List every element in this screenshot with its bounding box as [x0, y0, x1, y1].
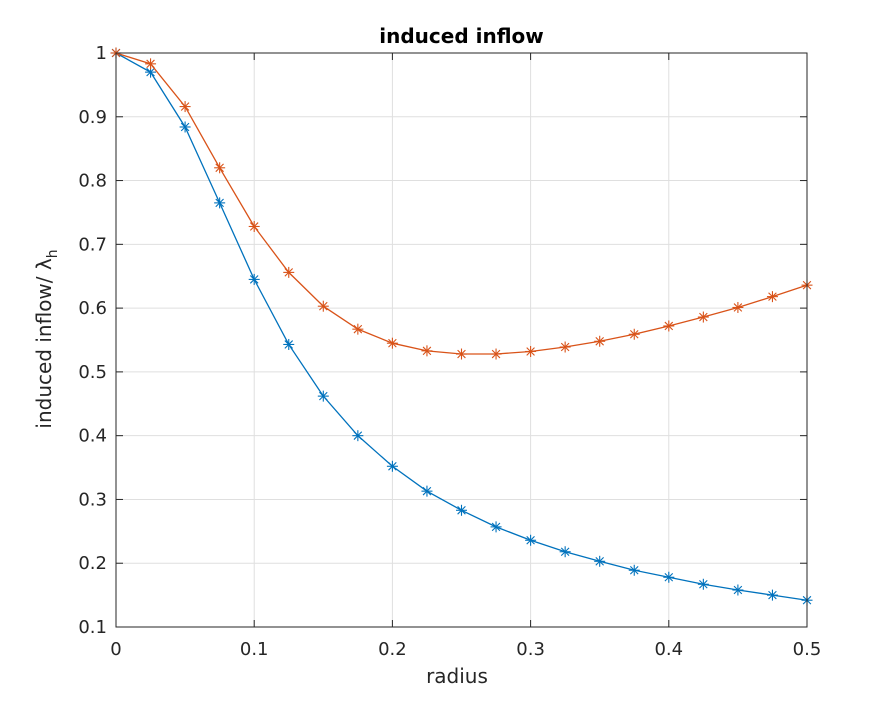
y-tick-label: 0.7 — [78, 234, 107, 255]
x-tick-label: 0.1 — [240, 639, 269, 660]
x-tick-label: 0.3 — [516, 639, 545, 660]
y-axis-label-symbol: λ — [32, 258, 56, 270]
data-point — [386, 460, 398, 472]
data-point — [456, 504, 467, 516]
data-point — [317, 300, 329, 312]
y-tick-label: 0.9 — [78, 107, 107, 128]
data-point — [766, 589, 778, 601]
x-tick-label: 0.2 — [378, 639, 407, 660]
y-axis-label-subscript: h — [45, 249, 61, 258]
data-point — [490, 521, 502, 533]
data-point — [594, 555, 606, 567]
data-point — [283, 266, 295, 278]
y-tick-label: 0.1 — [78, 617, 107, 638]
data-point — [456, 348, 467, 360]
data-point — [525, 534, 537, 546]
data-point — [628, 564, 640, 576]
data-point — [663, 320, 675, 332]
data-point — [766, 291, 778, 303]
x-tick-label: 0.4 — [654, 639, 683, 660]
tick-marks — [115, 52, 808, 628]
data-point — [317, 390, 329, 402]
x-tick-labels: 0 0.1 0.2 0.3 0.4 0.5 — [110, 639, 821, 660]
y-tick-label: 0.5 — [78, 362, 107, 383]
plot-box — [115, 52, 808, 628]
data-point — [697, 578, 709, 590]
chart-title: induced inflow — [379, 24, 543, 48]
y-tick-label: 0.3 — [78, 489, 107, 510]
x-tick-label: 0.5 — [793, 639, 822, 660]
data-point — [179, 101, 191, 113]
y-axis-label: induced inflow/ λh — [32, 249, 61, 428]
y-tick-label: 0.2 — [78, 553, 107, 574]
y-tick-label: 0.8 — [78, 171, 107, 192]
data-point — [559, 341, 571, 353]
data-point — [248, 273, 260, 285]
data-point — [179, 121, 191, 133]
plot-area — [116, 53, 807, 627]
data-point — [732, 584, 744, 596]
data-point — [352, 430, 364, 442]
data-point — [214, 162, 226, 174]
data-point — [248, 220, 260, 232]
data-point — [421, 345, 433, 357]
data-point — [145, 58, 157, 70]
data-point — [214, 197, 226, 209]
data-point — [663, 571, 675, 583]
data-point — [559, 546, 571, 558]
data-point — [283, 338, 295, 350]
y-tick-label: 0.4 — [78, 426, 107, 447]
series-2 — [110, 47, 813, 360]
data-point — [628, 328, 640, 340]
y-tick-label: 0.6 — [78, 298, 107, 319]
x-tick-label: 0 — [110, 639, 121, 660]
data-point — [352, 323, 364, 335]
x-axis-label: radius — [426, 664, 488, 688]
series-layer — [110, 47, 813, 606]
data-point — [525, 345, 537, 357]
data-point — [490, 348, 502, 360]
y-tick-labels: 0.1 0.2 0.3 0.4 0.5 0.6 0.7 0.8 0.9 1 — [78, 43, 107, 638]
y-tick-label: 1 — [96, 43, 107, 64]
data-point — [594, 335, 606, 347]
y-axis-label-main: induced inflow/ — [32, 270, 56, 428]
data-point — [386, 337, 398, 349]
data-point — [421, 485, 433, 497]
data-point — [697, 311, 709, 323]
data-point — [732, 301, 744, 313]
grid-lines — [115, 52, 808, 628]
